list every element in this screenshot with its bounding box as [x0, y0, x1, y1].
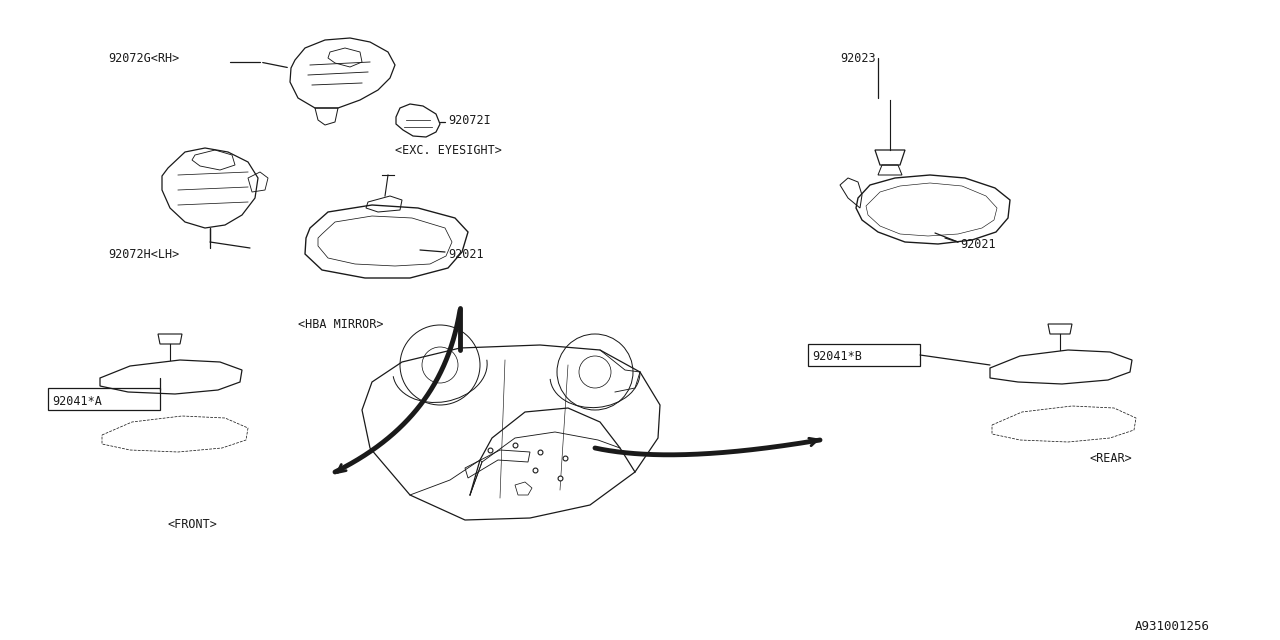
- Text: <EXC. EYESIGHT>: <EXC. EYESIGHT>: [396, 144, 502, 157]
- Text: A931001256: A931001256: [1135, 620, 1210, 633]
- Text: 92072H<LH>: 92072H<LH>: [108, 248, 179, 261]
- Text: 92041*B: 92041*B: [812, 350, 861, 363]
- Text: 92023: 92023: [840, 52, 876, 65]
- Text: 92072G<RH>: 92072G<RH>: [108, 52, 179, 65]
- Text: <HBA MIRROR>: <HBA MIRROR>: [298, 318, 384, 331]
- Text: 92072I: 92072I: [448, 114, 490, 127]
- Text: <REAR>: <REAR>: [1091, 452, 1133, 465]
- Text: 92021: 92021: [448, 248, 484, 261]
- Text: 92021: 92021: [960, 238, 996, 251]
- Text: 92041*A: 92041*A: [52, 395, 102, 408]
- Text: <FRONT>: <FRONT>: [168, 518, 218, 531]
